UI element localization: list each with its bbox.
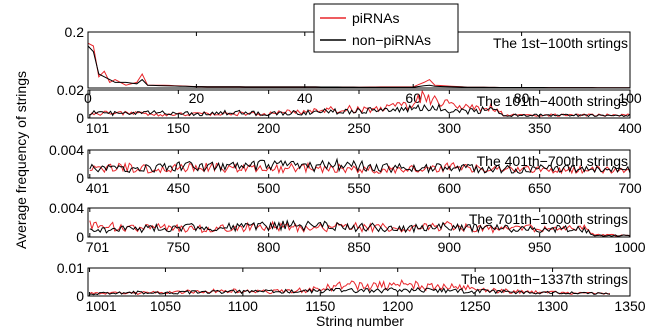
- x-tick-label: 1000: [614, 239, 645, 255]
- x-tick-label: 450: [167, 180, 191, 196]
- x-tick-label: 1200: [382, 298, 413, 314]
- y-tick-label: 0: [76, 110, 84, 126]
- x-tick-label: 101: [86, 120, 110, 136]
- panel-5: 1001 1050 1100 1150 1200 1250 1300 1350 0 0.01 The…: [57, 260, 646, 314]
- x-tick-label: 400: [618, 120, 642, 136]
- x-tick-label: 900: [438, 239, 462, 255]
- y-tick-label: 0.2: [65, 24, 85, 40]
- x-tick-label: 950: [528, 239, 552, 255]
- x-tick-label: 800: [257, 239, 281, 255]
- y-tick-label: 0.004: [49, 142, 84, 158]
- x-tick-label: 150: [167, 120, 191, 136]
- x-tick-label: 550: [347, 180, 371, 196]
- x-tick-label: 401: [86, 180, 110, 196]
- y-axis-label: Average frequency of strings: [13, 71, 29, 249]
- legend-label-pirnas: piRNAs: [352, 10, 399, 26]
- panel-title: The 1st−100th srtings: [493, 35, 628, 51]
- series-line-pirnas: [89, 278, 611, 295]
- x-tick-label: 350: [528, 120, 552, 136]
- series-line-non-pirnas: [89, 287, 611, 296]
- x-tick-label: 850: [347, 239, 371, 255]
- x-tick-label: 1350: [614, 298, 645, 314]
- panel-4: 701 750 800 850 900 950 1000 0 0.004 The 701th−10…: [49, 200, 646, 255]
- x-tick-label: 200: [257, 120, 281, 136]
- panel-frame: [87, 267, 631, 297]
- panel-title: The 401th−700th strings: [477, 153, 628, 169]
- y-tick-label: 0: [76, 288, 84, 304]
- series-line-pirnas: [89, 161, 631, 175]
- x-tick-label: 701: [86, 239, 110, 255]
- x-axis-label: String number: [316, 313, 404, 327]
- panel-title: The 701th−1000th strings: [469, 211, 628, 227]
- legend-box: [313, 3, 459, 53]
- x-tick-label: 600: [438, 180, 462, 196]
- y-tick-label: 0: [76, 170, 84, 186]
- x-tick-label: 1050: [150, 298, 181, 314]
- legend[interactable]: piRNAs non−piRNAs: [313, 3, 459, 53]
- panel-title: The 1001th−1337th strings: [461, 271, 628, 287]
- x-tick-label: 60: [405, 90, 421, 106]
- x-tick-label: 1300: [537, 298, 568, 314]
- x-tick-label: 250: [347, 120, 371, 136]
- x-tick-label: 1100: [228, 298, 258, 314]
- x-tick-label: 40: [297, 90, 313, 106]
- y-tick-label: 0.02: [57, 82, 84, 98]
- x-tick-label: 1150: [305, 298, 335, 314]
- panel-3: 401 450 500 550 600 650 700 0 0.004 The 401th−700…: [49, 142, 642, 196]
- x-tick-label: 1250: [460, 298, 491, 314]
- series-line-non-pirnas: [89, 219, 631, 237]
- x-tick-label: 750: [167, 239, 191, 255]
- y-tick-label: 0.01: [57, 260, 84, 276]
- legend-label-non-pirnas: non−piRNAs: [352, 32, 431, 48]
- series-line-pirnas: [89, 220, 631, 237]
- x-tick-label: 300: [438, 120, 462, 136]
- y-tick-label: 0: [76, 229, 84, 245]
- panel-title: The 101th−400th strings: [477, 93, 628, 109]
- panel-2: 101 150 200 250 300 350 400 0 0.02 The 101th−400t…: [57, 82, 642, 136]
- x-tick-label: 500: [257, 180, 281, 196]
- x-tick-label: 80: [514, 90, 530, 106]
- y-tick-label: 0.004: [49, 200, 84, 216]
- x-tick-label: 700: [618, 180, 642, 196]
- x-tick-label: 650: [528, 180, 552, 196]
- series-line-non-pirnas: [89, 157, 631, 174]
- x-tick-label: 1001: [86, 298, 117, 314]
- x-tick-label: 20: [189, 90, 205, 106]
